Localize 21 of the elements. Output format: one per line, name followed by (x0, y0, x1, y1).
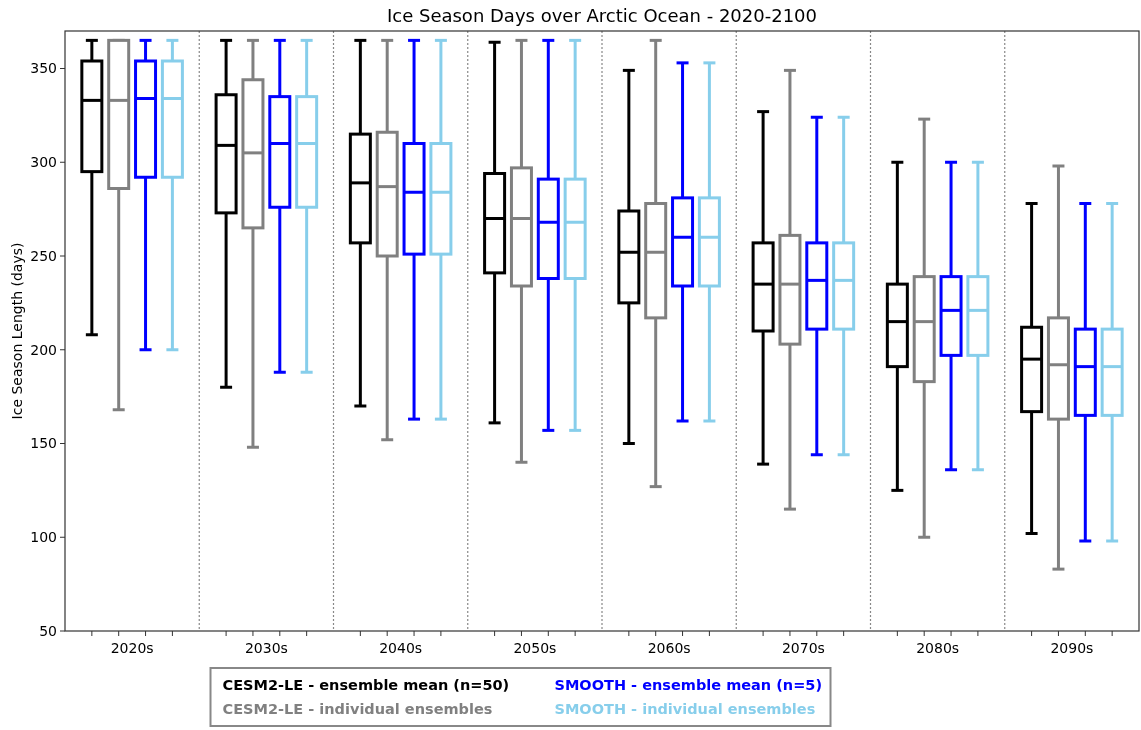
x-tick-label: 2020s (110, 640, 154, 656)
x-tick-label: 2060s (647, 640, 691, 656)
y-tick-label: 350 (30, 60, 57, 77)
y-tick-label: 250 (30, 247, 57, 264)
text: CESM2-LE - ensemble mean (n=50) (222, 677, 510, 693)
y-tick-label: 150 (30, 435, 57, 452)
y-axis-title: Ice Season Length (days) (9, 242, 25, 420)
text: SMOOTH - individual ensembles (554, 701, 816, 717)
x-tick-label: 2050s (513, 640, 557, 656)
y-tick-label: 100 (30, 529, 57, 546)
y-tick-label: 50 (39, 622, 57, 639)
x-tick-label: 2080s (916, 640, 960, 656)
x-tick-label: 2040s (379, 640, 423, 656)
text: CESM2-LE - individual ensembles (222, 701, 493, 717)
chart-title: Ice Season Days over Arctic Ocean - 2020-2100 (386, 5, 818, 26)
x-tick-label: 2070s (781, 640, 825, 656)
text: SMOOTH - ensemble mean (n=5) (554, 677, 823, 693)
y-tick-label: 300 (30, 154, 57, 171)
x-tick-label: 2090s (1050, 640, 1094, 656)
x-tick-label: 2030s (244, 640, 288, 656)
y-tick-label: 200 (30, 341, 57, 358)
